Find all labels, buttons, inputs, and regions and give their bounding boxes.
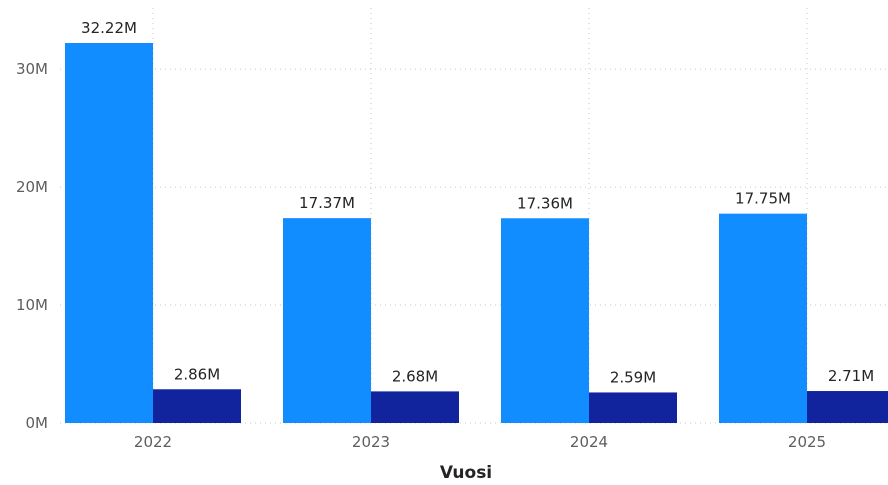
x-tick-label: 2023	[352, 433, 390, 451]
x-axis-title: Vuosi	[440, 463, 492, 483]
data-label: 2.59M	[610, 368, 656, 386]
bar[interactable]	[501, 218, 589, 423]
bar[interactable]	[153, 389, 241, 423]
y-tick-label: 20M	[16, 178, 48, 196]
data-label: 2.86M	[174, 365, 220, 383]
bar[interactable]	[283, 218, 371, 423]
y-tick-label: 30M	[16, 60, 48, 78]
bar[interactable]	[719, 213, 807, 423]
x-axis: 2022 2023 2024 2025	[134, 433, 826, 451]
x-tick-label: 2025	[788, 433, 826, 451]
y-tick-label: 0M	[26, 414, 49, 432]
x-tick-label: 2024	[570, 433, 608, 451]
y-tick-label: 10M	[16, 296, 48, 314]
bar[interactable]	[807, 391, 888, 423]
bar[interactable]	[371, 391, 459, 423]
data-label: 17.37M	[299, 194, 355, 212]
y-axis: 0M 10M 20M 30M	[16, 60, 48, 432]
x-tick-label: 2022	[134, 433, 172, 451]
data-label: 2.71M	[828, 367, 874, 385]
data-labels: 32.22M 2.86M 17.37M 2.68M 17.36M 2.59M 17.75M 2…	[81, 19, 874, 386]
data-label: 32.22M	[81, 19, 137, 37]
data-label: 17.36M	[517, 194, 573, 212]
bar[interactable]	[589, 392, 677, 423]
bar[interactable]	[65, 42, 153, 423]
data-label: 17.75M	[735, 190, 791, 208]
bars	[65, 42, 888, 423]
data-label: 2.68M	[392, 367, 438, 385]
